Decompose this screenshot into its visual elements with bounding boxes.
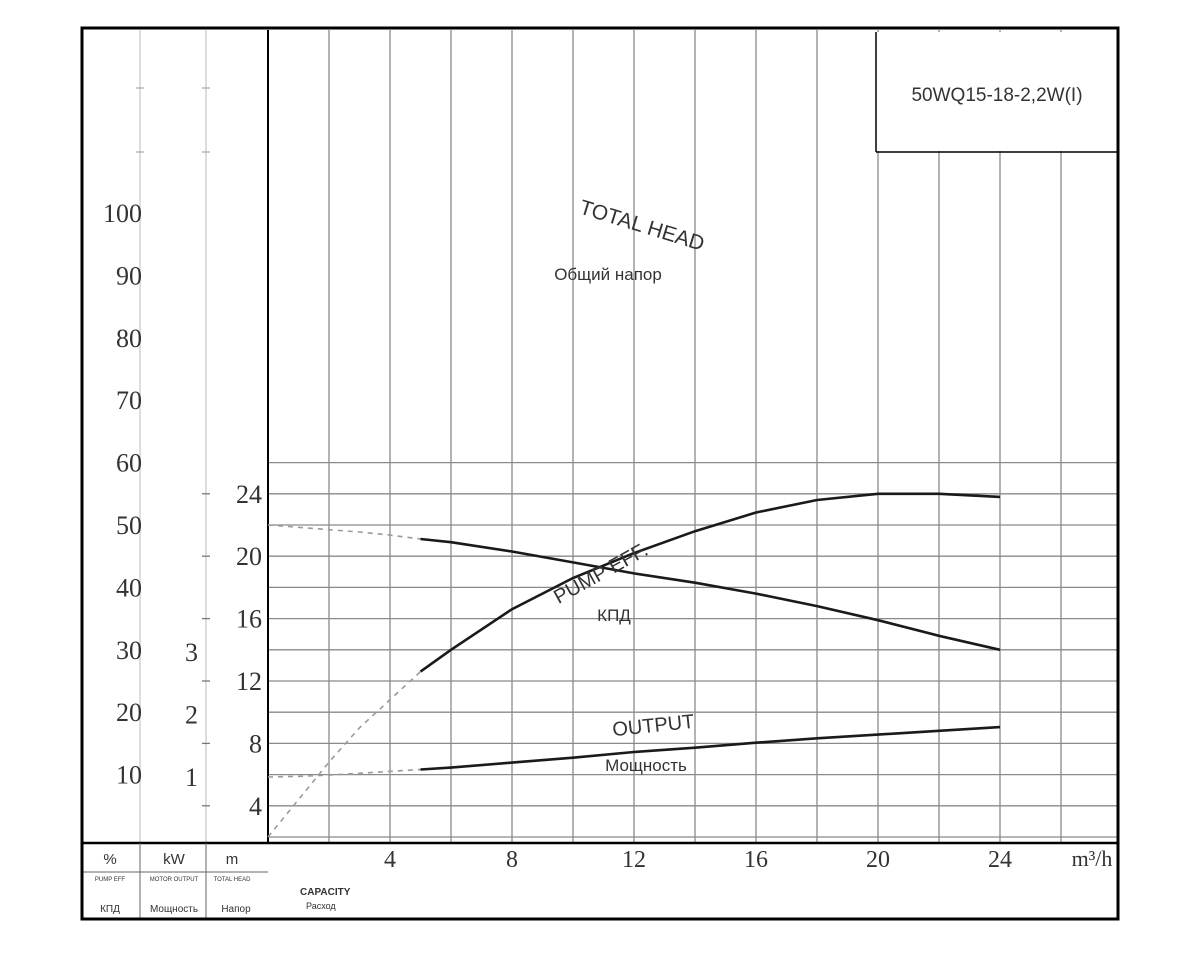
efficiency-tick-label: 80 <box>116 324 142 353</box>
efficiency-tick-label: 100 <box>103 199 142 228</box>
model-label: 50WQ15-18-2,2W(I) <box>911 85 1082 106</box>
series-label-total-head: TOTAL HEAD <box>577 196 707 256</box>
power-tick-label: 1 <box>185 763 198 792</box>
series-curves <box>267 492 1001 838</box>
head-tick-label: 24 <box>236 480 262 509</box>
model-label-box: 50WQ15-18-2,2W(I) <box>875 32 1118 153</box>
x-tick-label: 4 <box>384 847 396 873</box>
head-ru-label: Напор <box>221 904 251 915</box>
efficiency-ru-label: КПД <box>100 904 120 915</box>
efficiency-tick-label: 70 <box>116 386 142 415</box>
axes: % kW m PUMP EFF MOTOR OUTPUT TOTAL HEAD … <box>82 841 1118 918</box>
efficiency-tick-label: 20 <box>116 698 142 727</box>
power-unit-label: kW <box>163 851 186 868</box>
head-tick-label: 20 <box>236 542 262 571</box>
efficiency-tick-label: 10 <box>116 761 142 790</box>
efficiency-tick-label: 50 <box>116 511 142 540</box>
series-label-output-ru: Мощность <box>605 756 687 775</box>
series-curve-extrapolated <box>267 671 422 838</box>
x-unit-label: m³/h <box>1072 846 1113 871</box>
tick-labels: 4 8 12 16 20 24481216202412310203040506070809… <box>103 87 1012 873</box>
series-curve-extrapolated <box>267 768 421 778</box>
efficiency-tick-label: 60 <box>116 449 142 478</box>
series-curve <box>419 492 1001 673</box>
grid <box>139 30 1118 843</box>
capacity-ru-label: Расход <box>306 901 336 911</box>
x-tick-label: 12 <box>622 847 646 873</box>
power-tick-label: 3 <box>185 638 198 667</box>
series-curve <box>420 537 1001 652</box>
chart-frame <box>80 26 1120 921</box>
head-en-label: TOTAL HEAD <box>214 877 252 883</box>
head-tick-label: 4 <box>249 792 262 821</box>
efficiency-unit-label: % <box>103 851 116 868</box>
power-ru-label: Мощность <box>150 904 198 915</box>
x-tick-label: 16 <box>744 847 768 873</box>
capacity-en-label: CAPACITY <box>300 887 351 898</box>
series-label-total-head-ru: Общий напор <box>554 265 662 284</box>
x-tick-label: 24 <box>988 847 1012 873</box>
efficiency-tick-label: 40 <box>116 573 142 602</box>
head-tick-label: 16 <box>236 605 262 634</box>
efficiency-tick-label: 30 <box>116 636 142 665</box>
x-tick-label: 20 <box>866 847 890 873</box>
efficiency-en-label: PUMP EFF <box>95 877 126 883</box>
efficiency-tick-label: 90 <box>116 261 142 290</box>
series-label-pump-eff-ru: КПД <box>597 606 631 625</box>
head-tick-label: 12 <box>236 667 262 696</box>
power-tick-label: 2 <box>185 701 198 730</box>
model-box-fill <box>877 32 1117 151</box>
series-curve-extrapolated <box>267 524 421 540</box>
series-curve <box>420 725 1001 771</box>
head-tick-label: 8 <box>249 729 262 758</box>
power-en-label: MOTOR OUTPUT <box>150 877 199 883</box>
series-label-output: OUTPUT <box>611 711 695 741</box>
head-unit-label: m <box>226 851 239 868</box>
x-tick-label: 8 <box>506 847 518 873</box>
